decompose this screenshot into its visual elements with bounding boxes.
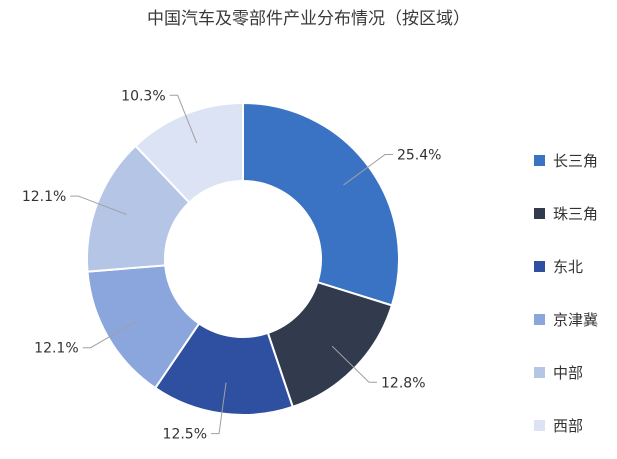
legend-label: 京津冀 <box>553 311 599 329</box>
legend-swatch <box>534 420 545 431</box>
legend-swatch <box>534 261 545 272</box>
data-label: 12.8% <box>381 375 425 391</box>
legend-swatch <box>534 208 545 219</box>
legend-label: 珠三角 <box>553 205 599 223</box>
leader-line <box>82 321 136 349</box>
legend-swatch <box>534 155 545 166</box>
legend-item: 中部 <box>534 346 614 399</box>
chart-title: 中国汽车及零部件产业分布情况（按区域） <box>147 9 470 29</box>
data-label: 25.4% <box>397 148 441 164</box>
data-label: 12.5% <box>163 427 207 443</box>
legend-swatch <box>534 367 545 378</box>
data-label: 12.1% <box>34 341 78 357</box>
legend-item: 珠三角 <box>534 187 614 240</box>
legend-label: 中部 <box>553 364 584 382</box>
leader-line <box>169 94 198 144</box>
pie-slice <box>134 101 244 204</box>
legend-item: 京津冀 <box>534 293 614 346</box>
leader-line <box>211 382 227 435</box>
leader-line <box>331 345 378 383</box>
legend-item: 西部 <box>534 399 614 452</box>
legend-item: 长三角 <box>534 134 614 187</box>
pie-slice <box>242 101 400 307</box>
data-label: 10.3% <box>121 88 165 104</box>
chart-legend: 长三角珠三角东北京津冀中部西部 <box>534 134 614 452</box>
leader-line <box>343 154 393 186</box>
legend-item: 东北 <box>534 240 614 293</box>
legend-label: 东北 <box>553 258 584 276</box>
data-label: 12.1% <box>22 189 66 205</box>
legend-label: 长三角 <box>553 152 599 170</box>
leader-line <box>70 195 127 215</box>
legend-swatch <box>534 314 545 325</box>
legend-label: 西部 <box>553 417 584 435</box>
